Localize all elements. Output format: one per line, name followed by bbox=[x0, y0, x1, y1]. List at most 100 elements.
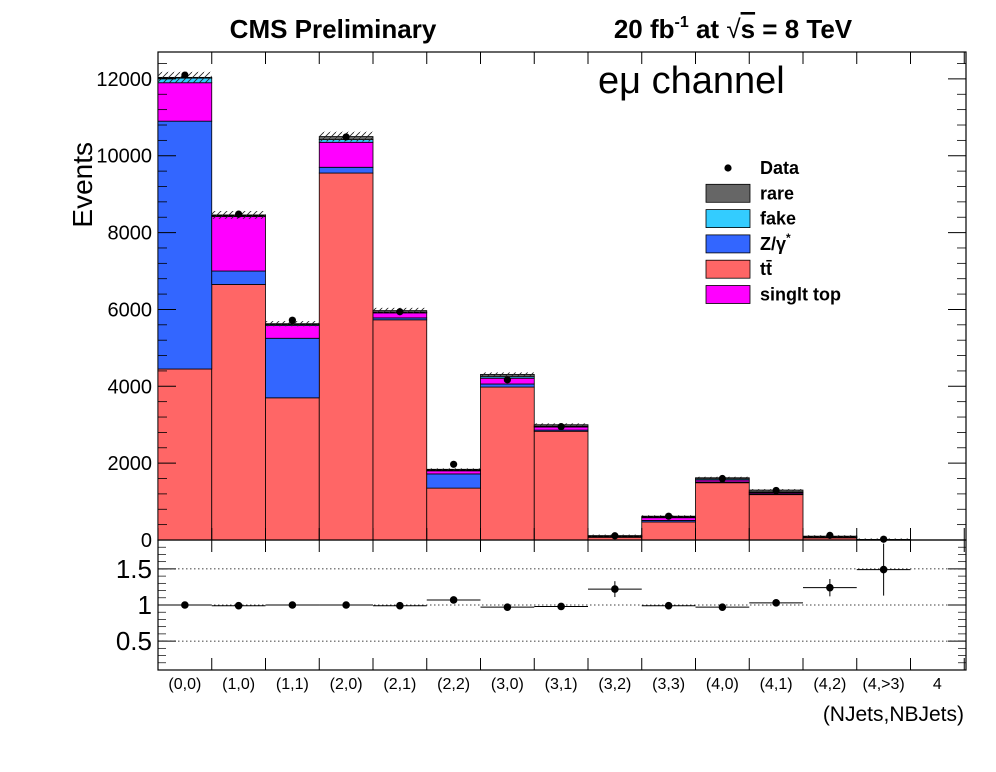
legend-swatch-3 bbox=[705, 234, 751, 254]
xtick-label-8: (3,2) bbox=[598, 676, 631, 693]
ratio-point-13 bbox=[879, 565, 888, 574]
bar-tt--7 bbox=[533, 430, 589, 541]
ratio-point-9 bbox=[664, 601, 673, 610]
x-axis: (0,0) (1,0) (1,1) (2,0) (2,1) (2,2) (3,0) (3,1)… bbox=[157, 52, 965, 693]
xtick-label-10: (4,0) bbox=[706, 676, 739, 693]
channel-mu: μ bbox=[619, 60, 641, 102]
legend-label-2: fake bbox=[760, 209, 796, 229]
legend-label-4: tt̄ bbox=[760, 259, 772, 279]
bar-singlt-top-0 bbox=[157, 82, 213, 122]
bar-z--1 bbox=[211, 270, 266, 285]
xtick-label-1: (1,0) bbox=[222, 676, 255, 693]
xtick-label-5: (2,2) bbox=[437, 676, 470, 693]
xtick-label-9: (3,3) bbox=[652, 676, 685, 693]
lumi-exponent: -1 bbox=[675, 14, 689, 31]
lumi-at: at bbox=[689, 14, 727, 44]
bar-z--2 bbox=[265, 337, 320, 399]
bar-tt--3 bbox=[318, 172, 374, 541]
bar-singlt-top-2 bbox=[265, 325, 320, 339]
xtick-label-13: (4,>3) bbox=[863, 676, 905, 693]
bar-tt--4 bbox=[372, 319, 428, 541]
data-point-10 bbox=[718, 474, 726, 483]
stack-bars bbox=[157, 76, 911, 541]
data-point-5 bbox=[450, 460, 458, 468]
xtick-label-3: (2,0) bbox=[330, 676, 363, 693]
xtick-label-0: (0,0) bbox=[168, 676, 201, 693]
bar-tt--10 bbox=[695, 482, 750, 541]
legend-swatch-2 bbox=[705, 209, 751, 229]
bar-z--0 bbox=[157, 120, 213, 370]
bar-z--6 bbox=[480, 383, 535, 388]
ratio-point-7 bbox=[557, 602, 565, 611]
ratio-y-axis: 0.5 1 1.5 bbox=[116, 539, 966, 671]
uncertainty-band-6 bbox=[480, 372, 535, 377]
bar-singlt-top-5 bbox=[426, 470, 481, 475]
xtick-label-7: (3,1) bbox=[545, 676, 578, 693]
energy-var: s bbox=[741, 14, 755, 44]
xtick-label-11: (4,1) bbox=[760, 676, 793, 693]
ratio-points bbox=[158, 543, 911, 611]
main-ytick-label-2000: 2000 bbox=[108, 453, 153, 475]
ratio-point-1 bbox=[234, 601, 243, 610]
data-point-7 bbox=[557, 423, 565, 431]
channel-suffix: channel bbox=[641, 60, 785, 102]
bar-singlt-top-3 bbox=[318, 141, 374, 168]
bar-tt--0 bbox=[157, 368, 213, 541]
bar-tt--2 bbox=[265, 397, 320, 541]
ratio-point-0 bbox=[181, 601, 189, 609]
ratio-point-10 bbox=[718, 603, 727, 611]
ratio-ytick-label: 1 bbox=[138, 590, 152, 620]
data-point-6 bbox=[503, 376, 511, 384]
bar-z--3 bbox=[318, 166, 374, 174]
data-point-2 bbox=[288, 316, 296, 324]
sqrt-sign: √ bbox=[726, 14, 741, 44]
energy-value: = 8 TeV bbox=[755, 14, 853, 44]
legend-swatch-5 bbox=[705, 285, 751, 304]
channel-prefix: e bbox=[598, 60, 619, 102]
legend-swatch-1 bbox=[705, 183, 751, 203]
ratio-point-2 bbox=[288, 601, 297, 609]
data-point-0 bbox=[181, 71, 189, 79]
bar-singlt-top-1 bbox=[211, 216, 266, 272]
xtick-label-14: 4 bbox=[933, 676, 942, 693]
ratio-point-12 bbox=[826, 583, 834, 592]
data-points bbox=[181, 71, 888, 543]
xtick-label-2: (1,1) bbox=[276, 676, 309, 693]
ratio-point-8 bbox=[611, 585, 619, 593]
main-ytick-label-4000: 4000 bbox=[108, 376, 153, 398]
y-axis-title: Events bbox=[67, 142, 98, 228]
main-ytick-label-8000: 8000 bbox=[108, 223, 153, 245]
ratio-ytick-label: 1.5 bbox=[116, 554, 152, 584]
legend-data-marker bbox=[724, 164, 732, 172]
ratio-ytick-label: 0.5 bbox=[116, 626, 152, 656]
ratio-point-6 bbox=[503, 603, 512, 611]
channel-label: eμ channel bbox=[598, 60, 785, 102]
lumi-value: 20 fb bbox=[614, 14, 675, 44]
main-ytick-label-12000: 12000 bbox=[96, 69, 152, 91]
main-y-axis: 0 2000 4000 6000 8000 10000 12000 bbox=[96, 63, 966, 552]
lumi-label: 20 fb-1 at √s = 8 TeV bbox=[614, 14, 853, 44]
legend-label-0: Data bbox=[760, 158, 800, 178]
main-ytick-label-6000: 6000 bbox=[108, 299, 153, 321]
data-point-11 bbox=[772, 486, 780, 495]
legend-swatch-4 bbox=[705, 259, 751, 279]
bar-tt--6 bbox=[480, 386, 535, 541]
bar-z--5 bbox=[426, 473, 481, 489]
bar-tt--11 bbox=[748, 494, 804, 541]
data-point-3 bbox=[342, 133, 350, 141]
ratio-point-5 bbox=[449, 596, 458, 604]
bar-tt--9 bbox=[641, 521, 696, 541]
data-point-8 bbox=[611, 532, 619, 540]
xtick-label-12: (4,2) bbox=[813, 676, 846, 693]
bar-tt--1 bbox=[211, 284, 266, 541]
data-point-4 bbox=[396, 308, 404, 316]
xtick-label-6: (3,0) bbox=[491, 676, 524, 693]
legend-label-3: Z/γ* bbox=[760, 231, 791, 254]
main-ytick-label-0: 0 bbox=[141, 530, 152, 552]
main-ytick-label-10000: 10000 bbox=[96, 146, 152, 168]
uncertainty-band-5 bbox=[426, 468, 481, 471]
data-point-13 bbox=[880, 535, 888, 543]
ratio-point-11 bbox=[772, 599, 780, 607]
